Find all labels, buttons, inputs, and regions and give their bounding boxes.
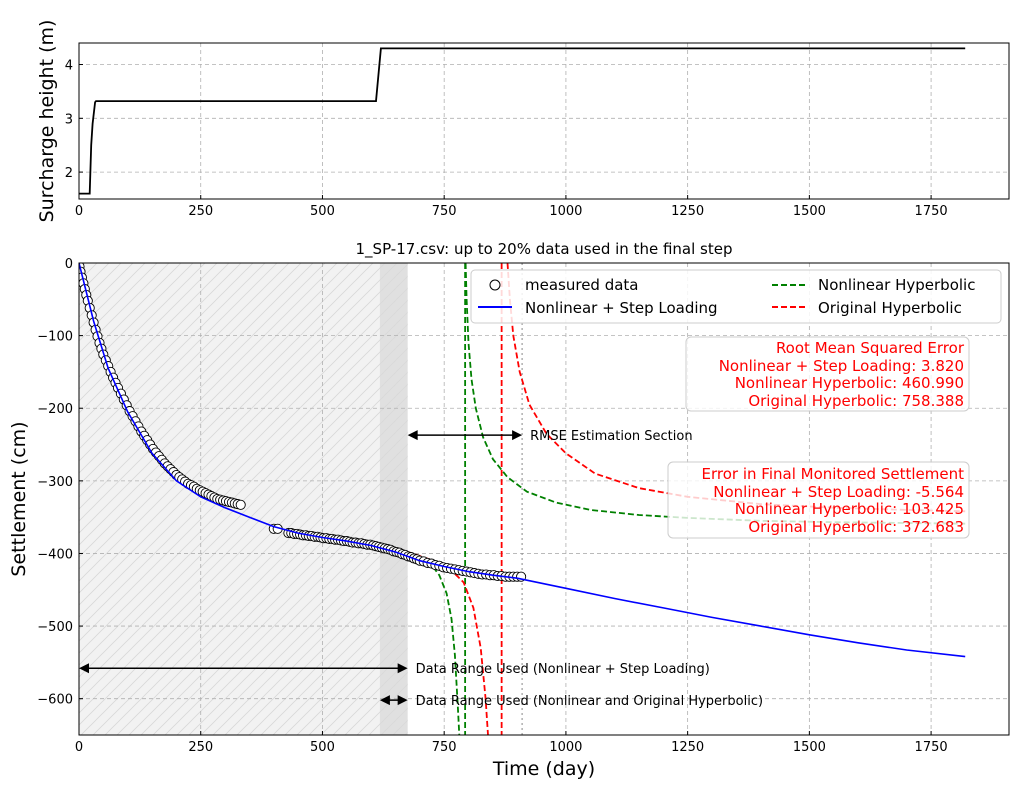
x-tick-label: 1750 bbox=[915, 204, 948, 219]
final-error-title: Error in Final Monitored Settlement bbox=[702, 465, 965, 483]
annotation-label: Data Range Used (Nonlinear and Original … bbox=[416, 694, 763, 709]
rmse-line: Nonlinear + Step Loading: 3.820 bbox=[719, 357, 964, 375]
legend-label: measured data bbox=[525, 276, 639, 294]
rmse-box-frame bbox=[685, 336, 970, 412]
final-error-box: Error in Final Monitored Settlement Nonl… bbox=[667, 461, 970, 539]
bottom-ticks: 0 250 500 750 1000 1250 1500 1750 0 −100 −200 −300 −… bbox=[37, 257, 947, 755]
annotation-arrowhead bbox=[407, 430, 418, 441]
annotation-arrowhead bbox=[379, 695, 390, 706]
rmse-line: Original Hyperbolic: 758.388 bbox=[748, 392, 964, 410]
y-tick-label: 0 bbox=[65, 257, 73, 272]
x-tick-label: 750 bbox=[432, 204, 457, 219]
surcharge-height-line bbox=[79, 47, 966, 195]
rmse-title: Root Mean Squared Error bbox=[776, 339, 965, 357]
top-series bbox=[79, 47, 966, 195]
annotation-label: RMSE Estimation Section bbox=[530, 429, 693, 444]
legend-frame bbox=[470, 269, 1002, 324]
y-tick-label: 3 bbox=[65, 112, 73, 127]
x-tick-label: 500 bbox=[310, 740, 335, 755]
chart-title: 1_SP-17.csv: up to 20% data used in the … bbox=[356, 240, 733, 259]
bottom-plot-frame bbox=[78, 262, 1010, 736]
x-tick-label: 500 bbox=[310, 204, 335, 219]
final-error-line: Nonlinear + Step Loading: -5.564 bbox=[713, 483, 964, 501]
bottom-series bbox=[79, 263, 966, 735]
x-tick-label: 1750 bbox=[915, 740, 948, 755]
legend-label: Nonlinear Hyperbolic bbox=[818, 276, 975, 294]
nonlinear-step-loading-line bbox=[79, 263, 966, 658]
final-error-line: Nonlinear Hyperbolic: 103.425 bbox=[735, 500, 964, 518]
y-tick-label: −400 bbox=[37, 547, 73, 562]
final-error-line: Original Hyperbolic: 372.683 bbox=[748, 518, 964, 536]
y-tick-label: −600 bbox=[37, 693, 73, 708]
x-tick-label: 1000 bbox=[549, 740, 582, 755]
y-tick-label: 2 bbox=[65, 166, 73, 181]
legend-marker-measured bbox=[489, 279, 501, 291]
rmse-line: Nonlinear Hyperbolic: 460.990 bbox=[735, 374, 964, 392]
top-y-axis-label: Surcharge height (m) bbox=[36, 20, 58, 223]
y-tick-label: −200 bbox=[37, 402, 73, 417]
x-tick-label: 1250 bbox=[671, 204, 704, 219]
legend-label: Nonlinear + Step Loading bbox=[525, 299, 718, 317]
y-tick-label: −100 bbox=[37, 330, 73, 345]
legend: measured data Nonlinear + Step Loading N… bbox=[470, 269, 1002, 324]
x-tick-label: 1000 bbox=[549, 204, 582, 219]
x-tick-label: 250 bbox=[188, 740, 213, 755]
annotation-arrowhead bbox=[79, 663, 89, 674]
x-axis-label: Time (day) bbox=[492, 758, 595, 780]
y-axis-label: Settlement (cm) bbox=[8, 421, 30, 576]
top-ticks: 0 250 500 750 1000 1250 1500 1750 2 3 4 bbox=[65, 59, 948, 219]
annotations: RMSE Estimation Section Data Range Used (… bbox=[79, 429, 763, 709]
x-tick-label: 1250 bbox=[671, 740, 704, 755]
measured-point bbox=[235, 499, 246, 510]
shaded-region-dark bbox=[379, 263, 408, 735]
x-tick-label: 1500 bbox=[793, 204, 826, 219]
annotation-arrowhead bbox=[397, 663, 408, 674]
legend-label: Original Hyperbolic bbox=[818, 299, 962, 317]
x-tick-label: 250 bbox=[188, 204, 213, 219]
top-grid bbox=[79, 43, 1009, 199]
x-tick-label: 0 bbox=[75, 740, 83, 755]
y-tick-label: −300 bbox=[37, 475, 73, 490]
x-tick-label: 0 bbox=[75, 204, 83, 219]
top-plot-frame bbox=[78, 42, 1010, 200]
annotation-label: Data Range Used (Nonlinear + Step Loadin… bbox=[416, 662, 710, 677]
y-tick-label: 4 bbox=[65, 59, 73, 74]
y-tick-label: −500 bbox=[37, 620, 73, 635]
annotation-arrowhead bbox=[512, 430, 523, 441]
final-error-box-frame bbox=[667, 461, 970, 539]
x-tick-label: 1500 bbox=[793, 740, 826, 755]
rmse-box: Root Mean Squared Error Nonlinear + Step… bbox=[685, 336, 970, 412]
settlement-subplot: 0 250 500 750 1000 1250 1500 1750 0 −100 −200 −300 −… bbox=[8, 240, 1010, 780]
annotation-arrowhead bbox=[397, 695, 408, 706]
shaded-regions bbox=[79, 263, 408, 735]
shaded-region-hatch bbox=[79, 263, 408, 735]
x-tick-label: 750 bbox=[432, 740, 457, 755]
surcharge-height-subplot: 0 250 500 750 1000 1250 1500 1750 2 3 4 Surcharge … bbox=[36, 20, 1010, 223]
